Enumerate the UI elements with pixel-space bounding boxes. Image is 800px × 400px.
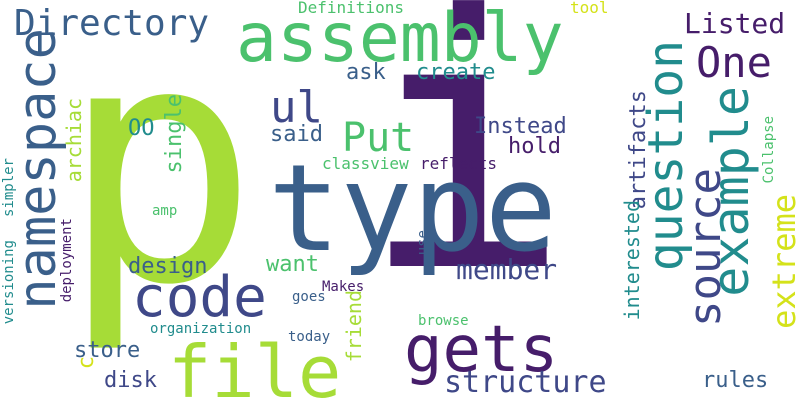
word-ask: ask — [346, 60, 386, 85]
word-organization: organization — [150, 321, 252, 337]
word-code: code — [132, 265, 267, 330]
word-namespace: namespace — [8, 28, 68, 310]
word-assembly: assembly — [236, 0, 564, 78]
word-simpler: simpler — [1, 158, 17, 218]
word-ul: ul — [270, 82, 323, 133]
word-gets: gets — [404, 313, 559, 387]
word-store: store — [74, 338, 141, 363]
word-classview: classview — [322, 154, 409, 173]
word-want: want — [266, 252, 319, 277]
word-deployment: deployment — [59, 218, 75, 303]
word-listed: Listed — [684, 7, 786, 40]
word-c: c — [74, 356, 99, 370]
word-use: use — [415, 230, 431, 256]
word-rules: rules — [702, 368, 769, 393]
word-makes: Makes — [322, 279, 365, 295]
word-put: Put — [342, 115, 415, 161]
word-hold: hold — [508, 134, 561, 159]
word-type: type — [268, 140, 557, 279]
word-interested: interested — [620, 200, 644, 321]
word-single: single — [162, 94, 187, 174]
word-browse: browse — [418, 313, 469, 329]
word-versioning: versioning — [1, 240, 17, 325]
word-reflects: reflects — [420, 154, 498, 173]
word-structure: structure — [444, 365, 607, 400]
word-file: file — [168, 330, 342, 400]
word-amp: amp — [152, 203, 178, 219]
word-disk: disk — [104, 368, 157, 393]
word-i: i — [360, 0, 571, 349]
word-artifacts: artifacts — [626, 90, 651, 210]
word-member: member — [456, 253, 558, 286]
word-collapse: Collapse — [761, 116, 777, 184]
word-oo: OO — [128, 116, 155, 141]
word-goes: goes — [292, 289, 326, 305]
word-one: One — [696, 38, 772, 87]
word-source: source — [680, 168, 731, 327]
word-directory: Directory — [14, 3, 210, 44]
word-design: design — [128, 254, 208, 279]
word-definitions: Definitions — [298, 0, 404, 17]
word-p: p — [60, 0, 259, 357]
word-said: said — [270, 122, 323, 147]
word-extreme: extreme — [765, 194, 800, 329]
word-friend: friend — [342, 290, 366, 363]
word-instead: Instead — [474, 114, 567, 139]
word-today: today — [288, 329, 331, 345]
word-tool: tool — [570, 0, 609, 17]
word-archiac: archiac — [62, 98, 86, 183]
word-create: create — [416, 60, 496, 85]
